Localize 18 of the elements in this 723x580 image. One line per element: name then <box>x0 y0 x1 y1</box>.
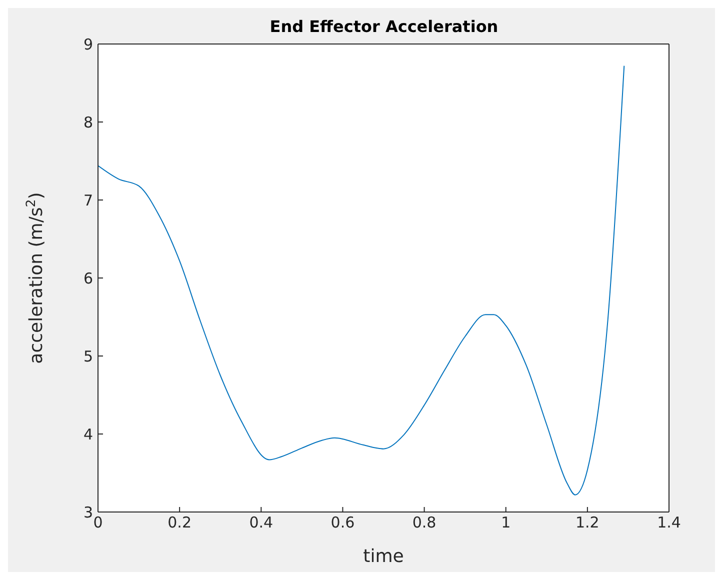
y-tick-label: 8 <box>83 113 93 132</box>
x-tick-label: 1.4 <box>657 514 681 532</box>
y-tick-label: 6 <box>83 269 93 288</box>
x-tick-label: 0 <box>93 514 103 532</box>
line-series <box>98 65 625 496</box>
x-tick-label: 0.2 <box>168 514 192 532</box>
y-tick-label: 3 <box>83 503 93 522</box>
y-tick-label: 7 <box>83 191 93 210</box>
x-tick-label: 1.2 <box>576 514 600 532</box>
y-tick-label: 4 <box>83 425 93 444</box>
x-axis-title: time <box>363 546 404 567</box>
x-tick-label: 0.8 <box>412 514 436 532</box>
x-tick-label: 0.4 <box>249 514 274 532</box>
y-tick-label: 5 <box>83 347 93 366</box>
chart-title: End Effector Acceleration <box>270 17 498 36</box>
y-tick-label: 9 <box>83 35 93 54</box>
x-tick-label: 1 <box>501 514 511 532</box>
x-tick-label: 0.6 <box>330 514 355 532</box>
